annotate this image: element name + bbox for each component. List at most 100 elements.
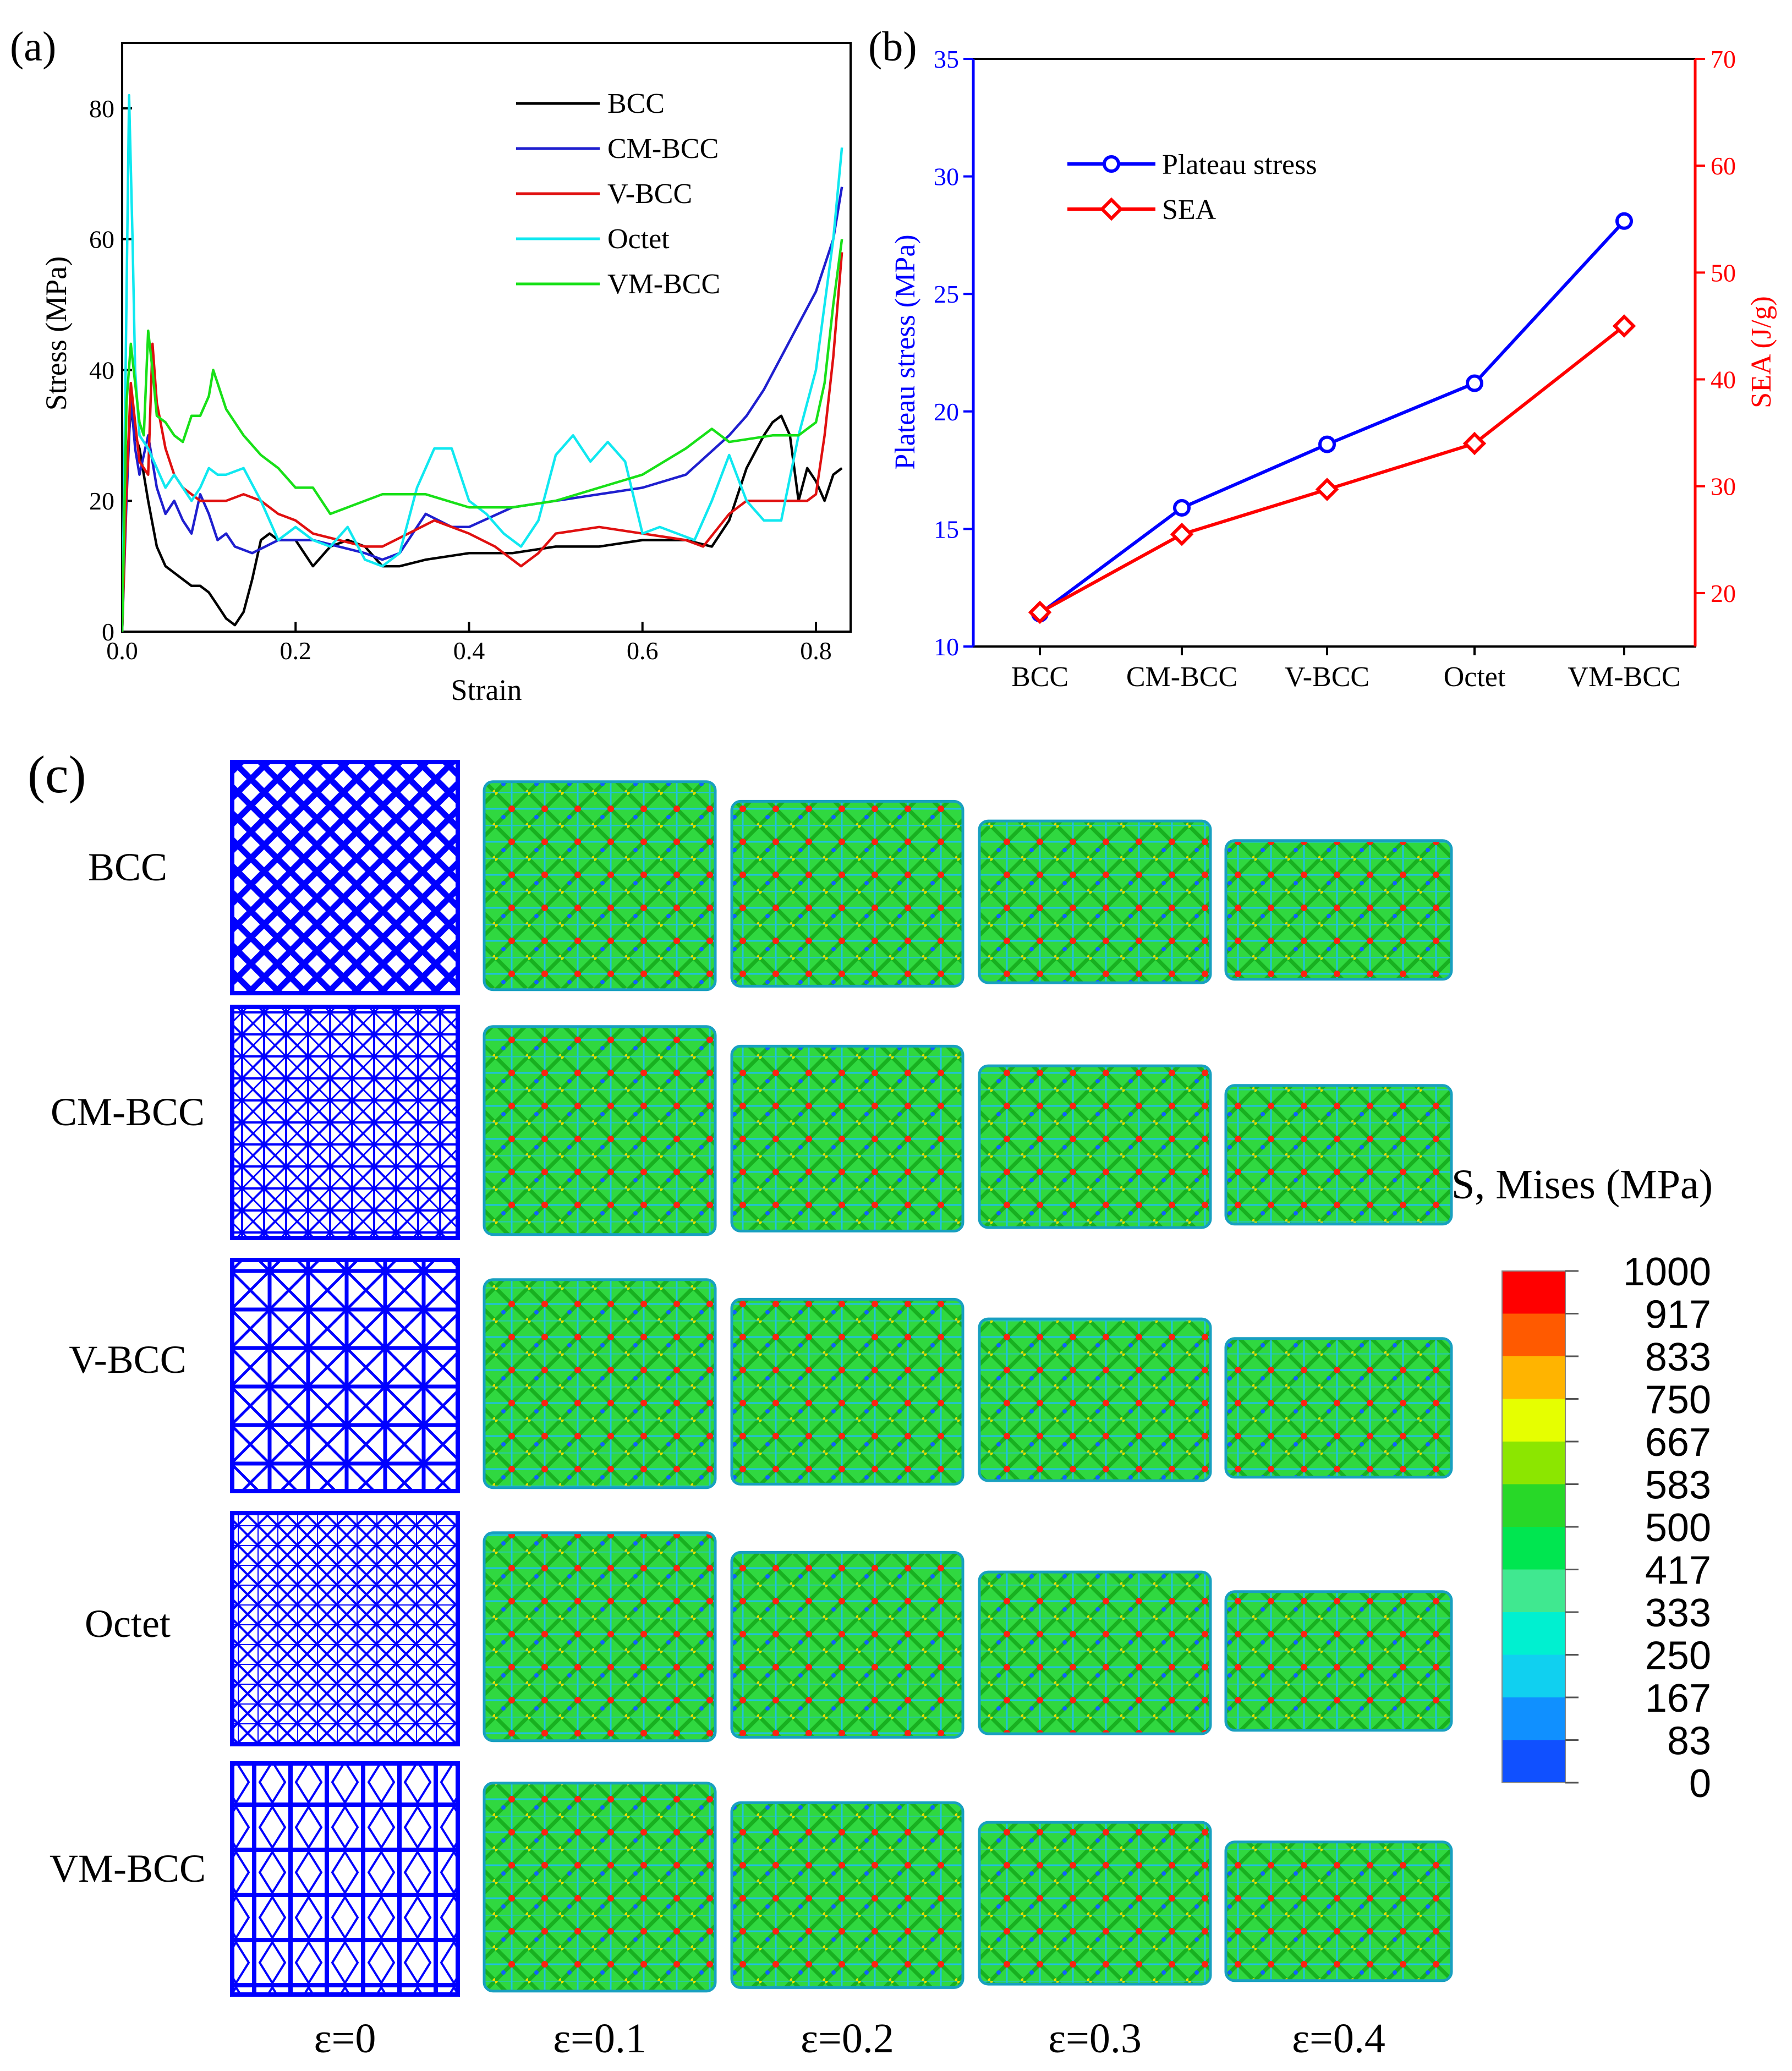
panel-a: (a) 0.0 0.2 0.4 0.6 0.8 0 20 40 60 80 BCC CM-BCC V-… [10,24,852,706]
panel-a-axes: 0.0 0.2 0.4 0.6 0.8 0 20 40 60 80 [89,95,832,665]
left-y-tick-label: 30 [934,163,959,191]
left-y-tick-label: 35 [934,45,959,73]
lattice-octet-strain-2 [730,1550,964,1739]
legend-title: S, Mises (MPa) [1451,1161,1713,1208]
left-y-tick-label: 15 [934,515,959,543]
series-line-cm-bcc [122,187,843,632]
legend-value: 583 [1645,1464,1711,1508]
lattice-vm-bcc-strain-2 [730,1801,964,1989]
legend-color-band [1502,1527,1565,1570]
lattice-cm-bcc-strain-3 [978,1064,1212,1229]
panel-a-frame [121,42,852,633]
legend-color-band [1502,1654,1565,1697]
legend-value: 0 [1689,1762,1711,1806]
legend-color-band [1502,1271,1565,1314]
row-label-bcc: BCC [88,845,167,889]
legend-label-bcc: BCC [607,88,665,119]
x-tick-label: 0.2 [280,637,311,665]
legend-value: 333 [1645,1591,1711,1635]
series-line-plateau-stress [1039,220,1626,615]
lattice-v-bcc-strain-0 [230,1258,460,1493]
y-tick-label: 60 [89,226,114,254]
category-label: VM-BCC [1568,661,1680,693]
x-tick-label: 0.8 [800,637,832,665]
x-tick-label: 0.6 [627,637,659,665]
lattice-vm-bcc-strain-4 [1224,1840,1453,1982]
legend-label-v-bcc: V-BCC [607,178,692,210]
legend-color-band [1502,1569,1565,1612]
row-label-v-bcc: V-BCC [69,1338,186,1382]
legend-color-band [1502,1697,1565,1740]
left-y-tick-label: 10 [934,633,959,661]
right-y-tick-label: 60 [1711,152,1736,180]
panel-b: (b) 10 15 20 25 30 35 20 30 40 50 60 70 BCC CM-BCC V-B… [868,24,1777,693]
left-y-tick-label: 20 [934,398,959,426]
lattice-cm-bcc-strain-1 [483,1025,717,1236]
lattice-v-bcc-strain-1 [483,1278,717,1489]
y-tick-label: 0 [102,618,114,646]
marker-point [1028,600,1052,624]
lattice-cm-bcc-strain-2 [730,1044,964,1232]
x-tick-label: 0.4 [453,637,485,665]
lattice-v-bcc-strain-3 [978,1317,1212,1482]
series-line-octet [122,94,843,632]
lattice-cm-bcc-strain-4 [1224,1084,1453,1226]
y-tick-label: 80 [89,95,114,123]
lattice-octet-strain-1 [483,1531,717,1743]
legend-color-band [1502,1313,1565,1356]
marker-point [1173,498,1191,517]
right-y-tick-label: 40 [1711,366,1736,394]
legend-color-band [1502,1356,1565,1399]
right-y-tick-label: 50 [1711,259,1736,287]
panel-b-left-axis-label: Plateau stress (MPa) [890,234,921,469]
panel-b-right-axis-label: SEA (J/g) [1746,296,1777,408]
y-tick-label: 20 [89,487,114,515]
legend-value: 667 [1645,1421,1711,1465]
legend-color-band [1502,1399,1565,1442]
legend-value: 250 [1645,1634,1711,1678]
legend-marker [1103,155,1120,173]
panel-b-frame [972,58,1696,648]
panel-c-contour-grid: BCC CM-BCC V-BCC Octet VM-BCC ε=0 ε=0.1 ε=0.2 ε=… [50,760,1453,2062]
row-label-octet: Octet [85,1602,171,1646]
legend-value: 917 [1645,1293,1711,1337]
panel-a-label: (a) [10,24,56,70]
legend-value: 833 [1645,1335,1711,1379]
legend-value: 750 [1645,1378,1711,1422]
lattice-v-bcc-strain-2 [730,1297,964,1486]
category-label: V-BCC [1285,661,1369,693]
legend-value: 500 [1645,1506,1711,1550]
category-label: CM-BCC [1126,661,1237,693]
panel-c: (c) BCC CM-BCC V-BCC Octet VM-BCC ε=0 ε=0.1 ε=0… [28,745,1713,2062]
legend-value: 83 [1667,1719,1711,1763]
series-line-vm-bcc [122,239,843,632]
legend-color-band [1502,1442,1565,1484]
strain-label: ε=0.3 [1048,2015,1142,2062]
panel-b-legend: Plateau stress SEA [1067,149,1317,226]
panel-b-label: (b) [868,24,917,70]
legend-label-vm-bcc: VM-BCC [607,269,720,300]
series-line-bcc [122,408,843,632]
lattice-octet-strain-0 [230,1511,460,1746]
lattice-bcc-strain-4 [1224,839,1453,981]
right-y-tick-label: 70 [1711,45,1736,73]
legend-marker [1099,197,1124,221]
marker-point [1466,374,1483,392]
panel-b-series [1028,212,1636,624]
right-y-tick-label: 30 [1711,473,1736,501]
marker-point [1318,435,1336,453]
mises-stress-legend: S, Mises (MPa) 10009178337506675835004173… [1451,1161,1713,1806]
marker-point [1315,478,1339,501]
category-label: Octet [1444,661,1506,693]
lattice-octet-strain-4 [1224,1590,1453,1732]
legend-label: Plateau stress [1162,149,1317,180]
row-label-vm-bcc: VM-BCC [50,1847,206,1891]
lattice-v-bcc-strain-4 [1224,1337,1453,1479]
legend-color-band [1502,1740,1565,1783]
legend-label: SEA [1162,194,1216,226]
lattice-octet-strain-3 [978,1570,1212,1735]
legend-color-band [1502,1484,1565,1527]
strain-label: ε=0 [314,2015,376,2062]
legend-value: 1000 [1623,1250,1711,1294]
